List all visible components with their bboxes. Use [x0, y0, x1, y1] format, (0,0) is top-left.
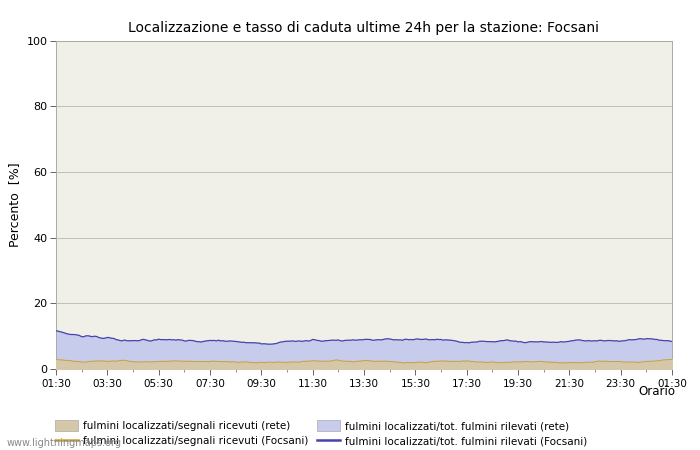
Text: www.lightningmaps.org: www.lightningmaps.org	[7, 438, 122, 448]
Legend: fulmini localizzati/segnali ricevuti (rete), fulmini localizzati/segnali ricevut: fulmini localizzati/segnali ricevuti (re…	[55, 420, 587, 446]
Text: Orario: Orario	[638, 385, 675, 398]
Title: Localizzazione e tasso di caduta ultime 24h per la stazione: Focsani: Localizzazione e tasso di caduta ultime …	[129, 21, 599, 35]
Y-axis label: Percento  [%]: Percento [%]	[8, 162, 21, 247]
